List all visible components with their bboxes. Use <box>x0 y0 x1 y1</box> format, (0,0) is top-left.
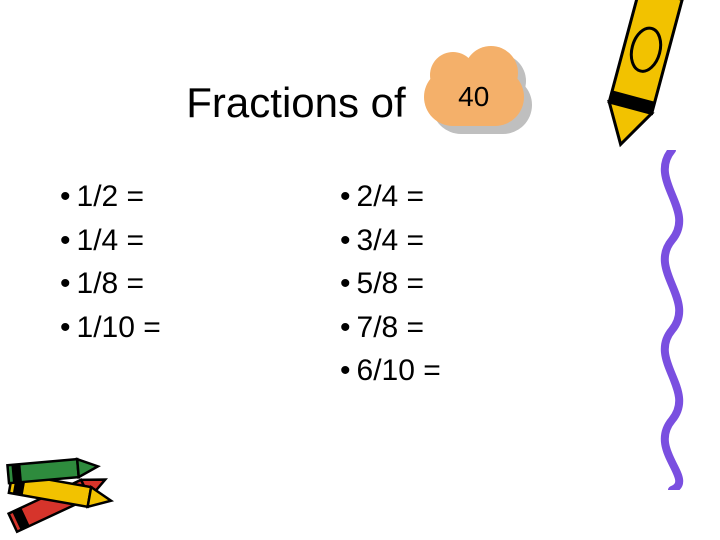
fraction-text: 5/8 = <box>357 267 425 300</box>
list-item: •1/8 = <box>60 262 340 306</box>
list-item: •7/8 = <box>340 306 620 350</box>
list-item: •1/4 = <box>60 219 340 263</box>
fraction-text: 7/8 = <box>357 311 425 344</box>
crayon-pile-icon <box>0 430 140 540</box>
list-item: •1/10 = <box>60 306 340 350</box>
fraction-text: 6/10 = <box>357 354 441 387</box>
list-item: •3/4 = <box>340 219 620 263</box>
cloud-number: 40 <box>458 81 489 113</box>
fraction-text: 1/2 = <box>77 180 145 213</box>
fraction-text: 3/4 = <box>357 224 425 257</box>
list-item: •1/2 = <box>60 175 340 219</box>
right-column: •2/4 = •3/4 = •5/8 = •7/8 = •6/10 = <box>340 175 620 393</box>
fraction-columns: •1/2 = •1/4 = •1/8 = •1/10 = •2/4 = •3/4… <box>60 175 620 393</box>
page-title: Fractions of <box>186 79 405 127</box>
fraction-text: 2/4 = <box>357 180 425 213</box>
fraction-text: 1/4 = <box>77 224 145 257</box>
crayon-yellow-icon <box>560 0 720 150</box>
cloud-callout: 40 <box>424 68 534 138</box>
left-column: •1/2 = •1/4 = •1/8 = •1/10 = <box>60 175 340 393</box>
list-item: •2/4 = <box>340 175 620 219</box>
cloud-shape: 40 <box>424 68 524 126</box>
squiggle-icon <box>642 150 702 490</box>
fraction-text: 1/10 = <box>77 311 161 344</box>
list-item: •5/8 = <box>340 262 620 306</box>
fraction-text: 1/8 = <box>77 267 145 300</box>
list-item: •6/10 = <box>340 349 620 393</box>
